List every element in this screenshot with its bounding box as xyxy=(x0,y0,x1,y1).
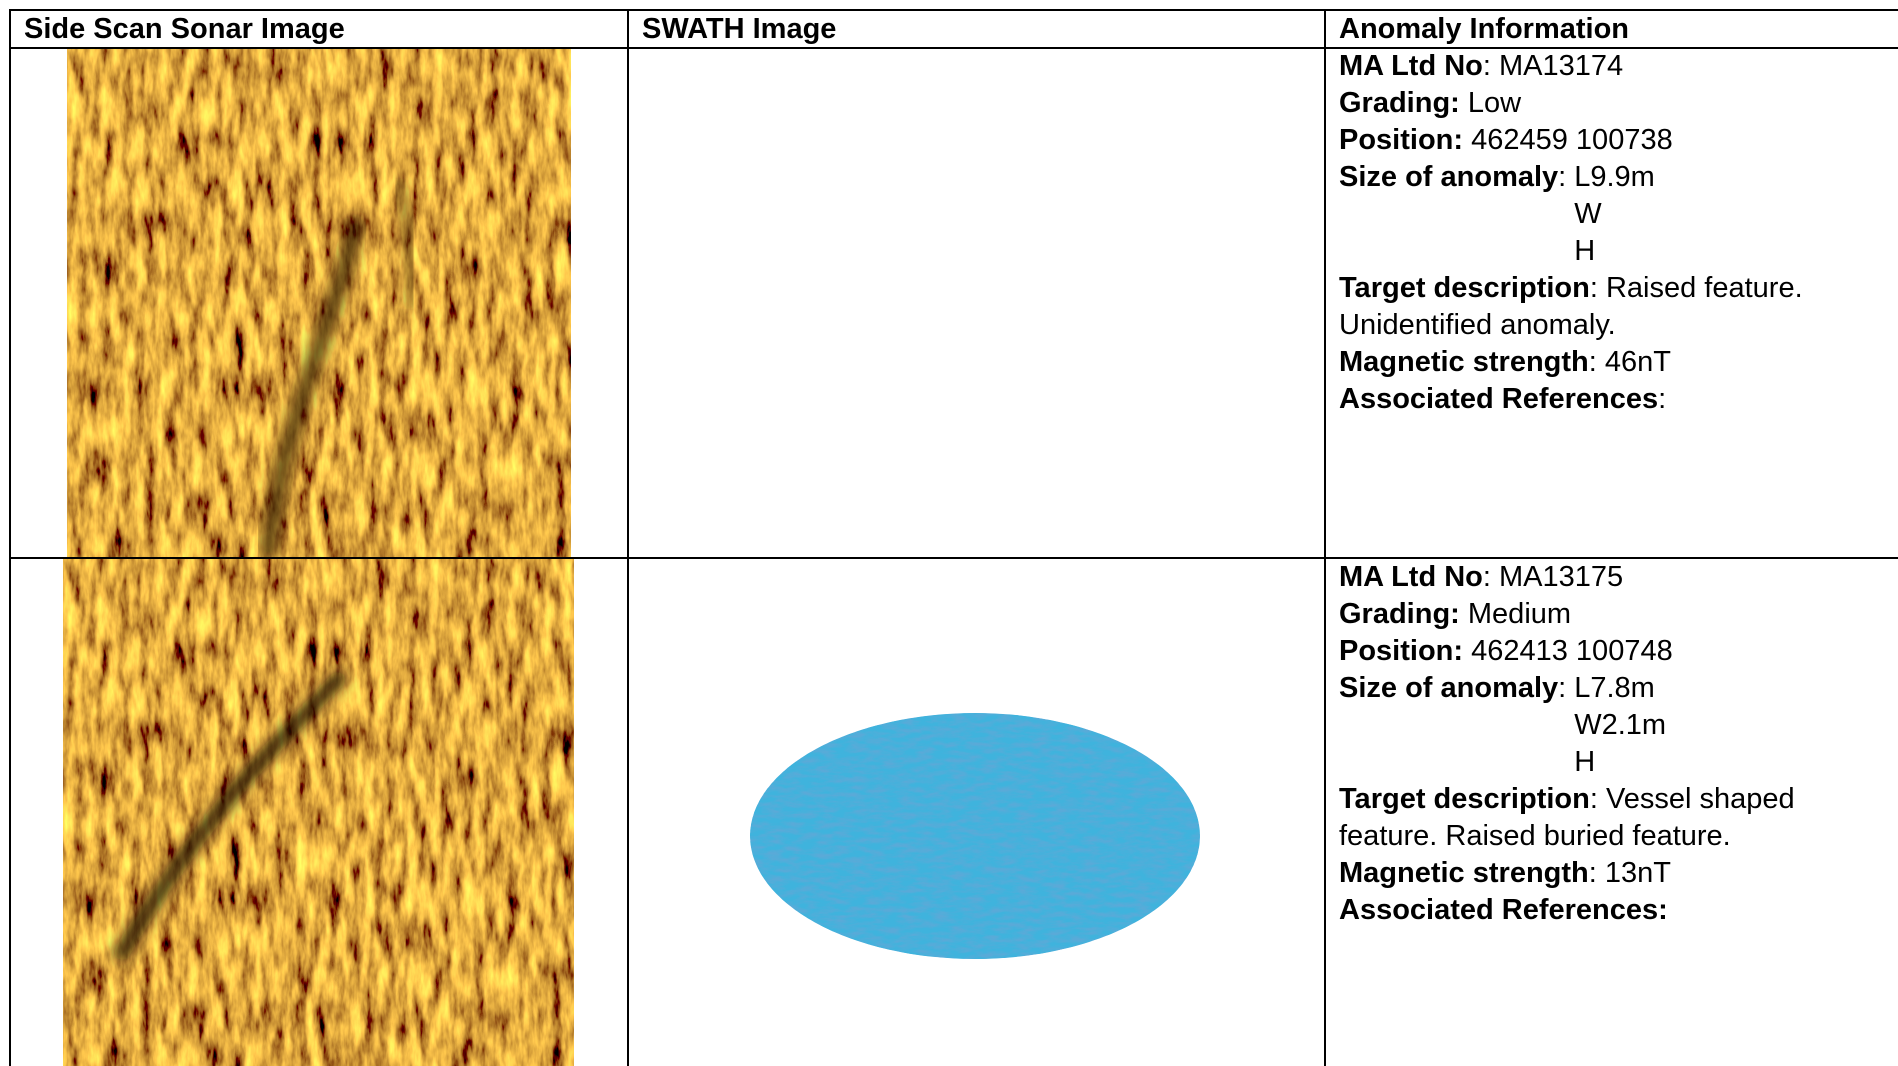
table-border xyxy=(1324,9,1326,1066)
field-label: Size of anomaly xyxy=(1339,161,1559,193)
sonar-image xyxy=(63,559,574,1066)
info-field: Magnetic strength: 13nT xyxy=(1339,855,1884,892)
field-label: Size of anomaly xyxy=(1339,672,1559,704)
table-border xyxy=(10,557,1898,559)
anomaly-info: MA Ltd No: MA13174 Grading: Low Position: … xyxy=(1339,48,1884,418)
column-header: Side Scan Sonar Image xyxy=(24,13,345,45)
info-field: Grading: Low xyxy=(1339,85,1884,122)
info-field: Magnetic strength: 46nT xyxy=(1339,344,1884,381)
field-value: : xyxy=(1558,672,1567,704)
swath-image xyxy=(750,713,1200,959)
field-value: : xyxy=(1658,383,1667,415)
size-value: H xyxy=(1574,746,1596,778)
sonar-image xyxy=(67,49,571,557)
field-value: : 46nT xyxy=(1588,346,1671,378)
size-value: L7.8m xyxy=(1574,672,1655,704)
field-label: Magnetic strength xyxy=(1339,346,1589,378)
info-field: Size of anomaly: L7.8m W2.1m H xyxy=(1339,670,1884,781)
info-field: Target description: Raised feature. Unid… xyxy=(1339,270,1884,344)
size-value: H xyxy=(1574,235,1596,267)
field-value: Medium xyxy=(1459,598,1572,630)
info-field: Size of anomaly: L9.9m W H xyxy=(1339,159,1884,270)
table-border xyxy=(10,47,1898,49)
size-values: L9.9m W H xyxy=(1574,159,1655,270)
table-border xyxy=(10,9,1898,11)
field-label: MA Ltd No xyxy=(1339,50,1483,82)
field-label: MA Ltd No xyxy=(1339,561,1483,593)
field-value: : 13nT xyxy=(1588,857,1671,889)
anomaly-info: MA Ltd No: MA13175 Grading: Medium Positio… xyxy=(1339,559,1884,929)
column-header: SWATH Image xyxy=(642,13,837,45)
size-value: L9.9m xyxy=(1574,161,1655,193)
field-label: Grading: xyxy=(1339,87,1460,119)
field-value: Low xyxy=(1459,87,1522,119)
size-values: L7.8m W2.1m H xyxy=(1574,670,1666,781)
column-header: Anomaly Information xyxy=(1339,13,1630,45)
field-value: : Vessel shaped feature. Raised buried f… xyxy=(1339,783,1795,852)
field-label: Grading: xyxy=(1339,598,1460,630)
field-label: Target description xyxy=(1339,272,1590,304)
size-value: W xyxy=(1574,198,1602,230)
info-field: MA Ltd No: MA13175 xyxy=(1339,559,1884,596)
field-value: : MA13174 xyxy=(1482,50,1624,82)
field-label: Magnetic strength xyxy=(1339,857,1589,889)
field-value: 462459 100738 xyxy=(1463,124,1673,156)
info-field: Target description: Vessel shaped featur… xyxy=(1339,781,1884,855)
info-field: Associated References: xyxy=(1339,892,1884,929)
field-value: : Raised feature. Unidentified anomaly. xyxy=(1339,272,1803,341)
field-label: Associated References xyxy=(1339,383,1659,415)
field-label: Associated References: xyxy=(1339,894,1668,926)
size-value: W2.1m xyxy=(1574,709,1667,741)
field-value: 462413 100748 xyxy=(1463,635,1673,667)
field-value: : MA13175 xyxy=(1482,561,1624,593)
field-label: Target description xyxy=(1339,783,1590,815)
info-field: Position: 462459 100738 xyxy=(1339,122,1884,159)
table-border xyxy=(627,9,629,1066)
table-border xyxy=(9,9,11,1066)
info-field: Position: 462413 100748 xyxy=(1339,633,1884,670)
field-label: Position: xyxy=(1339,635,1464,667)
info-field: Grading: Medium xyxy=(1339,596,1884,633)
info-field: Associated References: xyxy=(1339,381,1884,418)
field-label: Position: xyxy=(1339,124,1464,156)
field-value: : xyxy=(1558,161,1567,193)
info-field: MA Ltd No: MA13174 xyxy=(1339,48,1884,85)
